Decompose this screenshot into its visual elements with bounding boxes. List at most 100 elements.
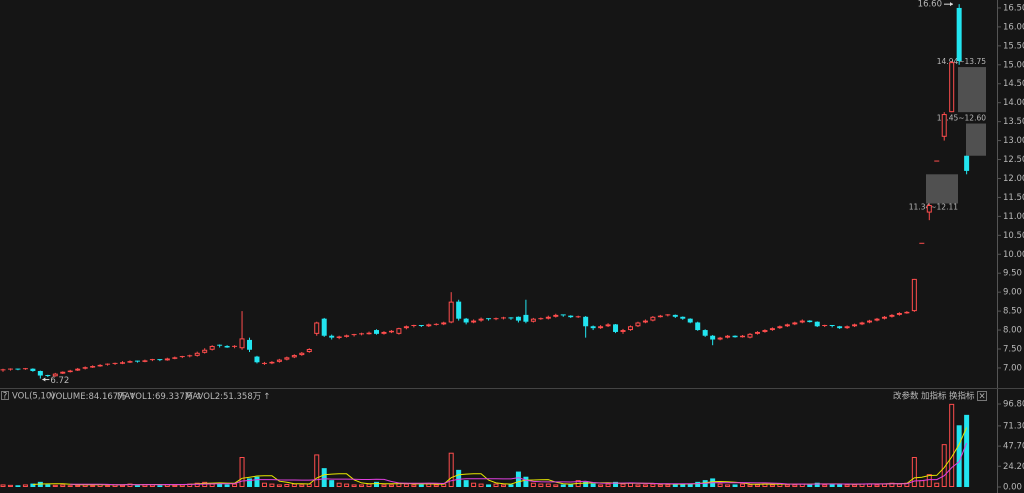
toolbar-button[interactable]: 换指标 (949, 391, 975, 402)
candle-body (403, 326, 409, 329)
candle-body (747, 333, 753, 338)
help-box[interactable] (1, 391, 9, 400)
volume-bar (829, 484, 835, 487)
y-tick-label: 14.00 (1003, 98, 1024, 108)
candle-body (60, 371, 66, 374)
candle-body (680, 316, 686, 319)
gap-zone (958, 67, 986, 113)
volume-bar (142, 484, 148, 487)
volume-bar (740, 483, 746, 488)
indicator-title: VOL(5,10) (12, 392, 55, 402)
candle-body (859, 322, 865, 325)
volume-bar (179, 484, 185, 487)
gap-zone (926, 174, 958, 204)
y-tick-label: 8.00 (1003, 326, 1022, 336)
volume-bar (433, 484, 439, 487)
candle-body (852, 324, 858, 327)
volume-bar (60, 484, 66, 487)
toolbar-button[interactable]: 改参数 (893, 391, 919, 402)
candle-body (754, 331, 760, 334)
volume-bar (329, 480, 335, 487)
annotation-label: 16.60 (918, 0, 942, 10)
volume-bar (598, 484, 604, 487)
volume-bar (844, 484, 850, 487)
volume-bar (336, 482, 342, 488)
volume-bar (814, 482, 820, 488)
close-button[interactable]: × (978, 392, 985, 402)
candle-body (672, 314, 678, 317)
candle-body (530, 318, 536, 322)
volume-bar (344, 483, 350, 488)
volume-bar (508, 484, 514, 487)
candle-body (239, 338, 245, 349)
candle-body (426, 324, 432, 327)
volume-bar (426, 483, 432, 488)
volume-bar (956, 425, 962, 487)
volume-bar (403, 483, 409, 488)
volume-bar (224, 484, 230, 487)
candle-body (336, 336, 342, 338)
candle-body (545, 316, 551, 319)
candle-body (202, 349, 208, 353)
volume-bar (613, 481, 619, 488)
volume-bar (732, 484, 738, 487)
candle-body (142, 360, 148, 362)
volume-bar (239, 457, 245, 487)
volume-bar (881, 483, 887, 488)
candle-body (598, 326, 604, 329)
volume-bar (105, 485, 111, 487)
volume-bar (680, 484, 686, 487)
candle-body (642, 320, 648, 323)
toolbar-button[interactable]: 加指标 (921, 391, 947, 402)
y-tick-label: 14.50 (1003, 79, 1024, 89)
help-button[interactable]: ? (3, 392, 8, 402)
volume-bar (874, 484, 880, 487)
candle-body (807, 320, 813, 323)
candle-body (314, 322, 320, 334)
legend-entry: MAVOL2:51.358万 ↑ (185, 392, 270, 402)
legend-entry: MAVOL1:69.337万 ↑ (117, 392, 202, 402)
y-tick-label: 12.50 (1003, 155, 1024, 165)
candle-body (792, 322, 798, 325)
y-tick-label: 11.00 (1003, 212, 1024, 222)
candle-body (590, 326, 596, 329)
volume-bar (754, 484, 760, 487)
candle-body (52, 373, 58, 377)
volume-bar (67, 485, 73, 487)
candle-body (814, 321, 820, 327)
candle-body (762, 330, 768, 332)
candle-body (710, 335, 716, 340)
candle-body (956, 7, 962, 62)
volume-bar (725, 484, 731, 487)
volume-bar (157, 485, 163, 487)
volume-bar (7, 484, 13, 488)
close-box[interactable] (977, 391, 987, 401)
candle-body (605, 324, 611, 327)
volume-bar (964, 414, 970, 487)
ma-line (70, 442, 968, 486)
volume-bar (538, 483, 544, 488)
annotation-label: 6.72 (50, 376, 69, 386)
volume-bar (717, 483, 723, 488)
volume-bar (642, 484, 648, 487)
candle-body (97, 364, 103, 367)
gap-zone (966, 123, 986, 156)
y-tick-label: 7.50 (1003, 345, 1022, 355)
volume-bar (486, 484, 492, 487)
candle-body (90, 366, 96, 368)
candle-body (523, 314, 529, 322)
volume-bar (359, 484, 365, 487)
volume-bar (523, 476, 529, 488)
candle-body (702, 330, 708, 336)
volume-bar (919, 480, 925, 487)
volume-bar (911, 457, 917, 487)
volume-bar (463, 480, 469, 487)
candle-body (926, 205, 932, 213)
gap-label: 11.34~12.11 (909, 202, 958, 211)
candle-body (224, 345, 230, 348)
candle-body (247, 339, 253, 350)
volume-bar (792, 484, 798, 487)
volume-bar (590, 483, 596, 488)
volume-bar (695, 481, 701, 488)
